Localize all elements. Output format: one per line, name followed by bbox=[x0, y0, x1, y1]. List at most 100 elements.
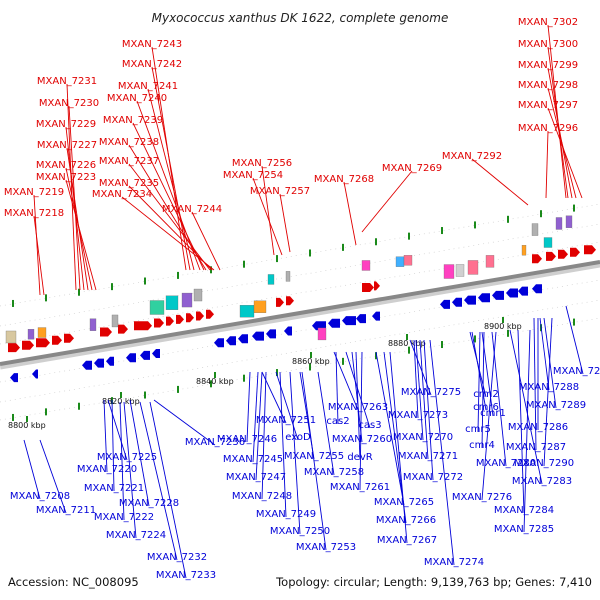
feature-block bbox=[521, 245, 527, 256]
gene-label: MXAN_7245 bbox=[223, 454, 283, 465]
reverse-gene-arrow bbox=[266, 329, 276, 339]
gene-label: MXAN_7302 bbox=[518, 17, 578, 28]
gene-label: MXAN_7271 bbox=[398, 451, 458, 462]
label-leader bbox=[275, 371, 299, 441]
track-tick bbox=[45, 294, 47, 302]
label-leader bbox=[355, 351, 361, 461]
reverse-gene-arrow bbox=[10, 373, 18, 383]
feature-block bbox=[37, 327, 47, 338]
reverse-gene-arrow bbox=[214, 338, 224, 348]
label-leader bbox=[123, 401, 137, 539]
reverse-gene-arrow bbox=[464, 295, 476, 305]
gene-label: MXAN_7251 bbox=[256, 415, 316, 426]
reverse-gene-arrow bbox=[226, 336, 236, 346]
gene-label: MXAN_7269 bbox=[382, 163, 442, 174]
label-leader bbox=[345, 351, 371, 429]
reverse-gene-arrow bbox=[372, 311, 380, 321]
gene-label: MXAN_7225 bbox=[97, 452, 157, 463]
track-tick bbox=[177, 385, 179, 393]
gene-label: MXAN_7248 bbox=[232, 491, 292, 502]
gene-label: MXAN_7270 bbox=[393, 432, 453, 443]
gene-label: cmr1 bbox=[480, 408, 506, 419]
gene-label: MXAN_7218 bbox=[4, 208, 64, 219]
gene-label: cmr4 bbox=[469, 440, 495, 451]
accession-text: Accession: NC_008095 bbox=[8, 575, 139, 589]
feature-block bbox=[485, 255, 495, 268]
feature-block bbox=[285, 271, 291, 282]
track-tick bbox=[573, 204, 575, 212]
ruler-label: 8840 kbp bbox=[196, 377, 234, 386]
gene-label: cmr6 bbox=[473, 402, 499, 413]
forward-gene-arrow bbox=[546, 251, 556, 261]
gene-label: MXAN_7220 bbox=[77, 464, 137, 475]
label-leader bbox=[111, 399, 115, 492]
track-tick bbox=[210, 380, 212, 388]
gene-label: MXAN_7287 bbox=[506, 442, 566, 453]
label-leader bbox=[279, 193, 291, 253]
label-leader bbox=[375, 351, 405, 506]
gene-label: MXAN_7296 bbox=[518, 123, 578, 134]
label-leader bbox=[128, 185, 213, 271]
ruler-label: 8860 kbp bbox=[292, 357, 330, 366]
ruler-tick bbox=[502, 317, 504, 323]
gene-label: MXAN_7276 bbox=[452, 492, 512, 503]
gene-label: MXAN_7288 bbox=[519, 382, 579, 393]
reverse-gene-arrow bbox=[94, 358, 104, 368]
gene-label: MXAN_7208 bbox=[10, 491, 70, 502]
label-leader bbox=[523, 329, 531, 533]
label-leader bbox=[361, 170, 413, 233]
label-leader bbox=[39, 439, 67, 514]
label-leader bbox=[65, 179, 97, 291]
track-tick bbox=[210, 266, 212, 274]
feature-block bbox=[239, 305, 255, 318]
label-leader bbox=[103, 399, 108, 473]
genome-backbone bbox=[0, 260, 600, 366]
gene-label: MXAN_7219 bbox=[4, 187, 64, 198]
track-tick bbox=[78, 288, 80, 296]
reverse-gene-arrow bbox=[126, 353, 136, 363]
track-tick bbox=[375, 352, 377, 360]
gene-label: MXAN_7284 bbox=[494, 505, 554, 516]
forward-gene-arrow bbox=[100, 327, 112, 337]
gene-label: MXAN_7223 bbox=[36, 172, 96, 183]
gene-label: MXAN_7295 bbox=[553, 366, 600, 377]
reverse-gene-arrow bbox=[342, 316, 356, 326]
gene-label: MXAN_7285 bbox=[494, 524, 554, 535]
forward-gene-arrow bbox=[36, 338, 50, 348]
gene-label: MXAN_7241 bbox=[118, 81, 178, 92]
gene-label: MXAN_7229 bbox=[36, 119, 96, 130]
track-tick bbox=[276, 255, 278, 263]
feature-block bbox=[149, 300, 165, 315]
gene-label: MXAN_7238 bbox=[99, 137, 159, 148]
reverse-gene-arrow bbox=[440, 299, 450, 309]
gene-label: MXAN_7240 bbox=[107, 93, 167, 104]
label-leader bbox=[471, 158, 529, 206]
gene-label: MXAN_7254 bbox=[223, 170, 283, 181]
gene-label: MXAN_7253 bbox=[296, 542, 356, 553]
gene-label: MXAN_7231 bbox=[37, 76, 97, 87]
label-leader bbox=[107, 399, 128, 461]
label-leader bbox=[136, 100, 201, 271]
label-leader bbox=[252, 177, 283, 256]
feature-block bbox=[565, 215, 573, 228]
track-tick bbox=[243, 374, 245, 382]
feature-block bbox=[267, 274, 275, 285]
gene-label: MXAN_7242 bbox=[122, 59, 182, 70]
label-leader bbox=[359, 351, 363, 491]
forward-gene-arrow bbox=[166, 316, 174, 326]
gene-label: MXAN_7227 bbox=[37, 140, 97, 151]
feature-block bbox=[555, 217, 563, 230]
feature-block bbox=[111, 314, 119, 328]
feature-block bbox=[5, 330, 17, 344]
reverse-gene-arrow bbox=[506, 288, 518, 298]
gene-label: MXAN_7300 bbox=[518, 39, 578, 50]
track-tick bbox=[111, 283, 113, 291]
ruler-tick bbox=[310, 352, 312, 358]
track-tick bbox=[309, 363, 311, 371]
ruler-tick bbox=[120, 392, 122, 398]
track-tick bbox=[441, 341, 443, 349]
label-leader bbox=[23, 439, 41, 500]
label-leader bbox=[128, 163, 211, 271]
gene-label: MXAN_7232 bbox=[147, 552, 207, 563]
